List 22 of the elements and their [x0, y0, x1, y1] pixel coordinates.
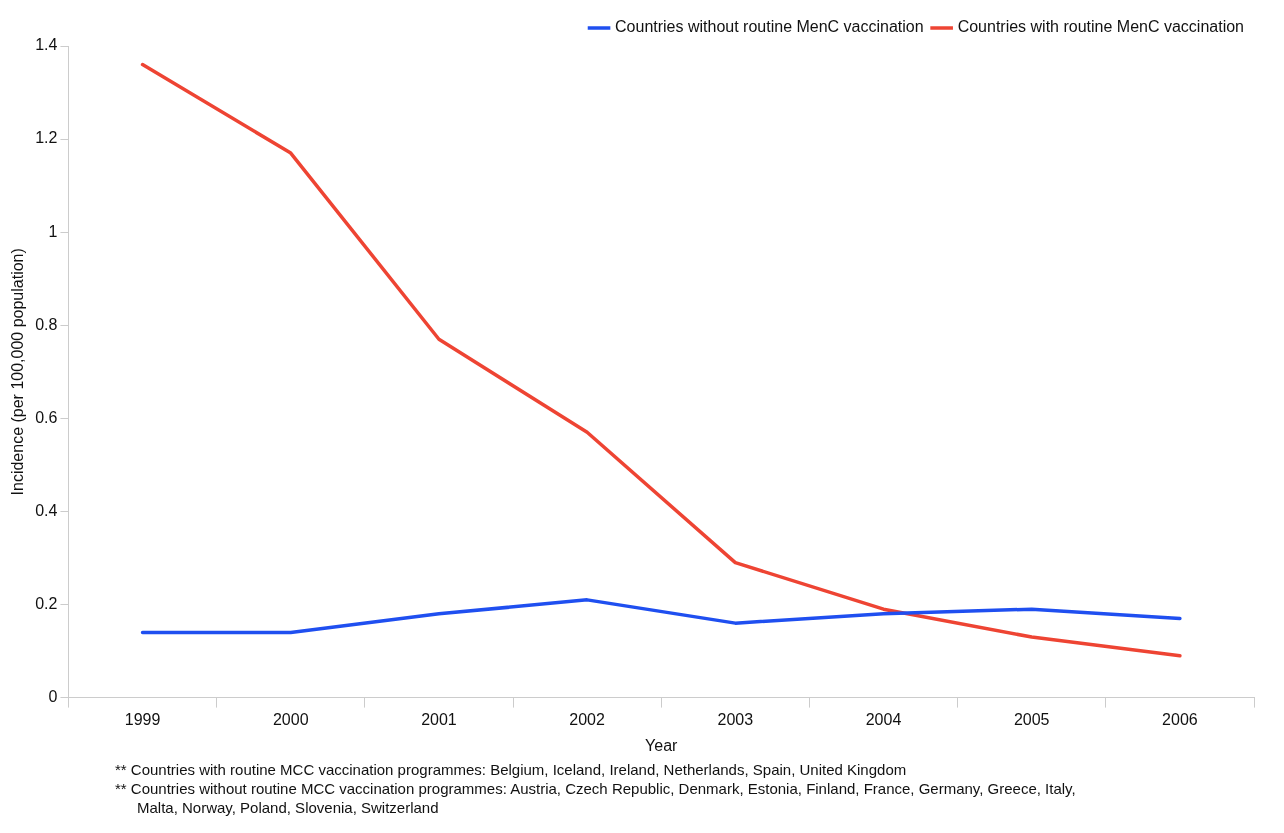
y-tick-label: 1.4 — [35, 36, 58, 54]
x-tick-label: 2000 — [272, 710, 309, 728]
x-tick-label: 2003 — [717, 710, 754, 728]
x-axis-title: Year — [645, 736, 679, 754]
text: ** Countries with routine MCC vaccination programmes: Belgium, Iceland, Ireland, Netherlands, Spain, United Kingdom — [115, 760, 908, 779]
y-axis-title: Incidence (per 100,000 population) — [9, 248, 27, 496]
x-tick-label: 2005 — [1013, 710, 1050, 728]
y-tick-label: 0.4 — [35, 501, 58, 519]
y-tick-label: 0.8 — [35, 315, 58, 333]
y-tick-label: 0 — [48, 688, 58, 706]
text: ** Countries without routine MCC vaccination programmes: Austria, Czech Republic, Denmark, Estonia, Finland, France, Germany, Greece, Italy, Malta, Norway, Poland, Slovenia, Switzerland — [115, 779, 1077, 817]
y-tick-label: 1 — [48, 222, 58, 240]
legend-label: Countries without routine MenC vaccination — [615, 18, 924, 36]
legend-label: Countries with routine MenC vaccination — [957, 18, 1244, 36]
x-tick-label: 2002 — [569, 710, 606, 728]
x-tick-label: 2006 — [1162, 710, 1198, 728]
y-tick-label: 0.6 — [35, 408, 58, 426]
y-tick-label: 0.2 — [35, 594, 58, 612]
x-tick-label: 2001 — [421, 710, 457, 728]
x-tick-label: 1999 — [124, 710, 161, 728]
x-tick-label: 2004 — [865, 710, 902, 728]
y-tick-label: 1.2 — [35, 129, 58, 147]
